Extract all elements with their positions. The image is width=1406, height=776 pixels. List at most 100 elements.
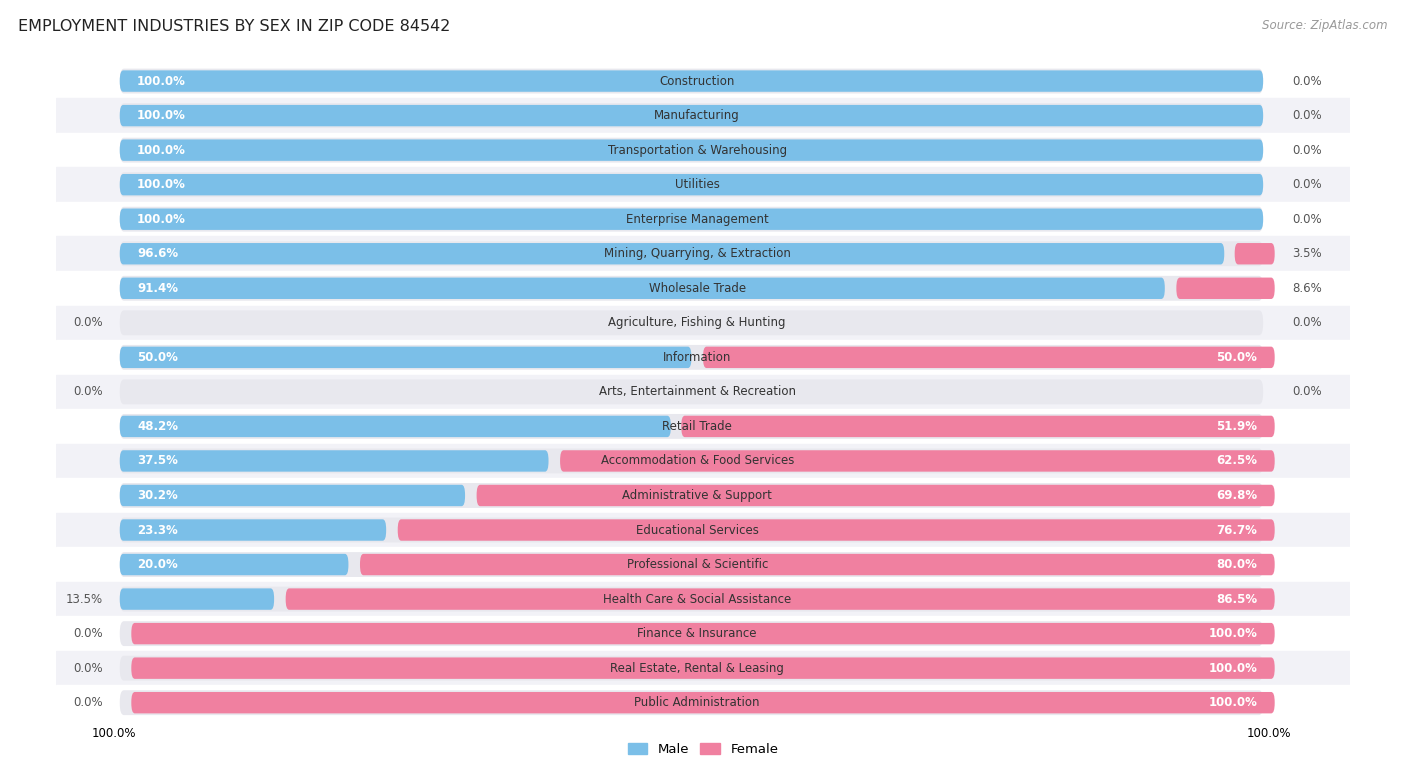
Bar <box>56 582 1350 616</box>
FancyBboxPatch shape <box>120 518 1263 542</box>
Text: 13.5%: 13.5% <box>65 593 103 605</box>
Text: Accommodation & Food Services: Accommodation & Food Services <box>600 455 794 467</box>
FancyBboxPatch shape <box>477 485 1275 506</box>
Bar <box>56 306 1350 340</box>
Text: 20.0%: 20.0% <box>136 558 177 571</box>
FancyBboxPatch shape <box>120 416 671 437</box>
Bar <box>56 99 1350 133</box>
FancyBboxPatch shape <box>120 275 1263 301</box>
FancyBboxPatch shape <box>120 552 1263 577</box>
Text: 100.0%: 100.0% <box>136 178 186 191</box>
FancyBboxPatch shape <box>120 347 692 368</box>
Text: 100.0%: 100.0% <box>136 74 186 88</box>
Text: 50.0%: 50.0% <box>136 351 179 364</box>
Bar <box>56 513 1350 547</box>
Legend: Male, Female: Male, Female <box>623 737 783 761</box>
Bar <box>56 409 1350 444</box>
FancyBboxPatch shape <box>131 692 1275 713</box>
FancyBboxPatch shape <box>120 449 1263 473</box>
Text: 100.0%: 100.0% <box>136 213 186 226</box>
Text: Health Care & Social Assistance: Health Care & Social Assistance <box>603 593 792 605</box>
FancyBboxPatch shape <box>120 68 1263 93</box>
FancyBboxPatch shape <box>120 105 1263 126</box>
Text: 0.0%: 0.0% <box>73 627 103 640</box>
Bar <box>56 64 1350 99</box>
Text: 0.0%: 0.0% <box>73 386 103 398</box>
Text: Utilities: Utilities <box>675 178 720 191</box>
Text: 100.0%: 100.0% <box>1209 662 1257 674</box>
FancyBboxPatch shape <box>120 414 1263 439</box>
Text: 69.8%: 69.8% <box>1216 489 1257 502</box>
Text: Retail Trade: Retail Trade <box>662 420 733 433</box>
FancyBboxPatch shape <box>120 241 1263 266</box>
Text: Educational Services: Educational Services <box>636 524 759 536</box>
FancyBboxPatch shape <box>120 691 1263 715</box>
FancyBboxPatch shape <box>120 140 1263 161</box>
Text: 0.0%: 0.0% <box>1292 109 1322 122</box>
Bar <box>56 444 1350 478</box>
Text: Enterprise Management: Enterprise Management <box>626 213 769 226</box>
Text: 100.0%: 100.0% <box>1209 696 1257 709</box>
Bar <box>56 168 1350 202</box>
Text: 0.0%: 0.0% <box>1292 74 1322 88</box>
Text: 0.0%: 0.0% <box>1292 178 1322 191</box>
FancyBboxPatch shape <box>120 71 1263 92</box>
FancyBboxPatch shape <box>1234 243 1275 265</box>
FancyBboxPatch shape <box>120 519 387 541</box>
Text: 0.0%: 0.0% <box>73 317 103 329</box>
Text: Wholesale Trade: Wholesale Trade <box>648 282 745 295</box>
Text: 3.5%: 3.5% <box>1292 248 1322 260</box>
Text: 51.9%: 51.9% <box>1216 420 1257 433</box>
Text: 50.0%: 50.0% <box>1216 351 1257 364</box>
FancyBboxPatch shape <box>120 450 548 472</box>
Text: 0.0%: 0.0% <box>1292 317 1322 329</box>
Text: 23.3%: 23.3% <box>136 524 177 536</box>
FancyBboxPatch shape <box>131 657 1275 679</box>
FancyBboxPatch shape <box>120 209 1263 230</box>
FancyBboxPatch shape <box>120 587 1263 611</box>
Text: 80.0%: 80.0% <box>1216 558 1257 571</box>
FancyBboxPatch shape <box>120 588 274 610</box>
FancyBboxPatch shape <box>120 174 1263 196</box>
Text: 30.2%: 30.2% <box>136 489 177 502</box>
FancyBboxPatch shape <box>120 137 1263 163</box>
FancyBboxPatch shape <box>703 347 1275 368</box>
Text: 62.5%: 62.5% <box>1216 455 1257 467</box>
Text: Real Estate, Rental & Leasing: Real Estate, Rental & Leasing <box>610 662 785 674</box>
FancyBboxPatch shape <box>120 103 1263 128</box>
Text: Information: Information <box>664 351 731 364</box>
Text: 37.5%: 37.5% <box>136 455 179 467</box>
Text: 100.0%: 100.0% <box>136 109 186 122</box>
FancyBboxPatch shape <box>120 278 1164 299</box>
FancyBboxPatch shape <box>560 450 1275 472</box>
Text: 0.0%: 0.0% <box>73 662 103 674</box>
Text: 76.7%: 76.7% <box>1216 524 1257 536</box>
Bar <box>56 478 1350 513</box>
Text: 91.4%: 91.4% <box>136 282 179 295</box>
Text: Source: ZipAtlas.com: Source: ZipAtlas.com <box>1263 19 1388 33</box>
Text: Manufacturing: Manufacturing <box>654 109 740 122</box>
Text: 0.0%: 0.0% <box>1292 213 1322 226</box>
FancyBboxPatch shape <box>120 483 1263 508</box>
Text: Arts, Entertainment & Recreation: Arts, Entertainment & Recreation <box>599 386 796 398</box>
FancyBboxPatch shape <box>398 519 1275 541</box>
FancyBboxPatch shape <box>120 243 1225 265</box>
Text: 100.0%: 100.0% <box>136 144 186 157</box>
Text: 0.0%: 0.0% <box>73 696 103 709</box>
Text: Agriculture, Fishing & Hunting: Agriculture, Fishing & Hunting <box>609 317 786 329</box>
Bar <box>56 547 1350 582</box>
Text: Professional & Scientific: Professional & Scientific <box>627 558 768 571</box>
FancyBboxPatch shape <box>120 206 1263 232</box>
FancyBboxPatch shape <box>120 379 1263 404</box>
Bar <box>56 133 1350 168</box>
Text: Transportation & Warehousing: Transportation & Warehousing <box>607 144 787 157</box>
Text: 96.6%: 96.6% <box>136 248 179 260</box>
Text: Construction: Construction <box>659 74 735 88</box>
FancyBboxPatch shape <box>682 416 1275 437</box>
Text: Finance & Insurance: Finance & Insurance <box>637 627 756 640</box>
Text: Public Administration: Public Administration <box>634 696 761 709</box>
FancyBboxPatch shape <box>131 623 1275 644</box>
Bar <box>56 616 1350 651</box>
Text: 48.2%: 48.2% <box>136 420 179 433</box>
Bar <box>56 685 1350 720</box>
